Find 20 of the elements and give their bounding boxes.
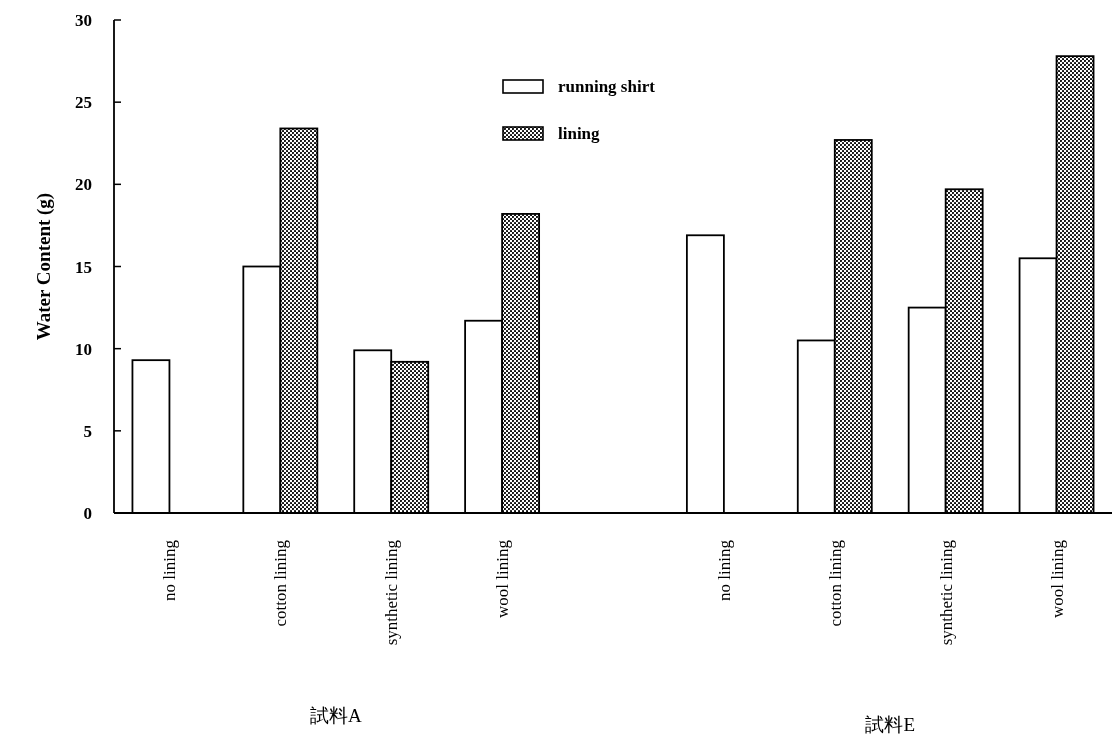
- y-tick-label: 5: [83, 421, 92, 441]
- x-tick-label: no lining: [714, 539, 734, 601]
- y-tick-label: 30: [75, 11, 92, 30]
- legend-label: running shirt: [558, 77, 656, 96]
- x-tick-label: wool lining: [1047, 539, 1067, 618]
- y-tick-label: 15: [75, 257, 92, 277]
- x-tick-label: synthetic lining: [936, 539, 956, 646]
- x-tick-label: synthetic lining: [382, 539, 402, 646]
- text: 試料A: [309, 705, 362, 726]
- legend-label: lining: [558, 124, 601, 143]
- y-tick-label: 10: [75, 339, 92, 359]
- y-tick-label: 25: [75, 93, 92, 113]
- text: 試料E: [865, 714, 916, 735]
- y-tick-label: 20: [75, 175, 92, 195]
- x-tick-label: wool lining: [493, 539, 513, 618]
- x-tick-label: cotton lining: [825, 539, 845, 627]
- y-axis-title: Water Content (g): [33, 192, 55, 341]
- x-tick-label: cotton lining: [271, 539, 291, 627]
- y-tick-label: 0: [83, 504, 92, 523]
- x-tick-label: no lining: [160, 539, 180, 601]
